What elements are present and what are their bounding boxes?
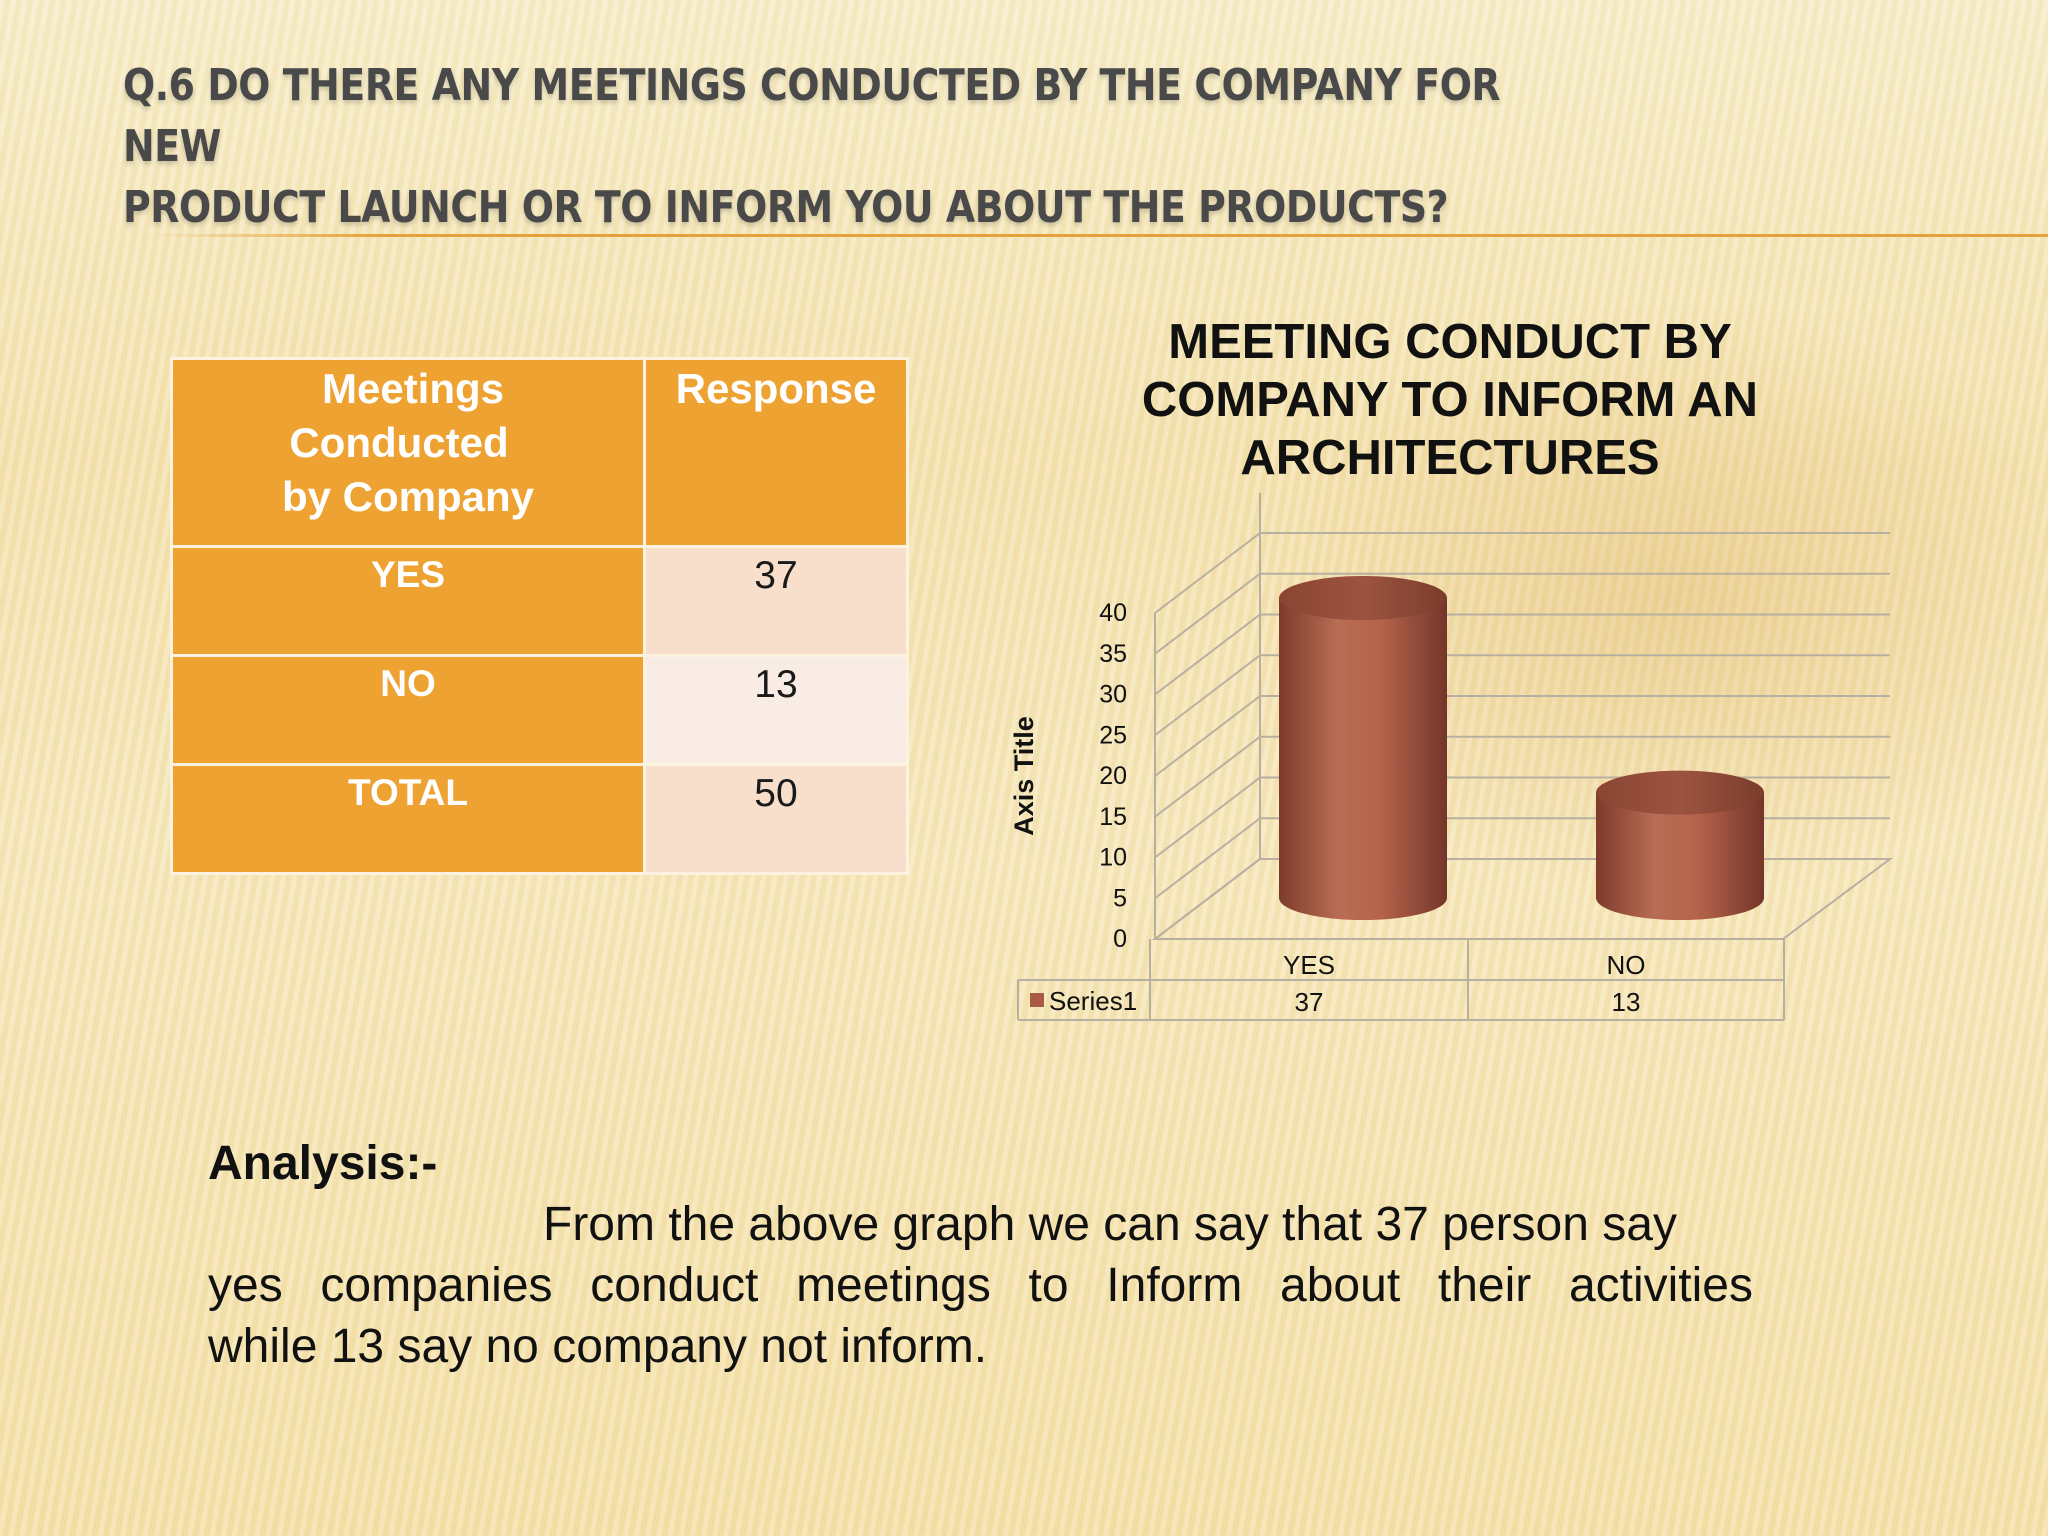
bar-cylinder — [1596, 770, 1764, 920]
header-line: Meetings — [321, 365, 505, 412]
analysis-line: yes companies conduct meetings to Inform… — [208, 1259, 1753, 1312]
analysis-heading: Analysis:- — [208, 1137, 438, 1190]
table-row: NO 13 — [170, 654, 909, 766]
y-axis-title: Axis Title — [1009, 716, 1039, 836]
y-tick-label: 15 — [1099, 803, 1127, 831]
bar-top — [1279, 576, 1447, 620]
analysis-line: From the above graph we can say that 37 … — [543, 1198, 1677, 1251]
header-line: by Company — [281, 473, 535, 520]
title-divider — [150, 234, 2048, 237]
gridline-side — [1154, 776, 1261, 859]
row-label: NO — [170, 654, 646, 766]
row-value: 13 — [643, 654, 909, 766]
y-tick-label: 35 — [1099, 640, 1127, 668]
bar-cylinder — [1279, 576, 1447, 920]
slide-title: Q.6 Do there any meetings conducted by t… — [123, 55, 1585, 238]
header-response-label: Response — [675, 365, 877, 412]
response-table: Meetings Conducted by Company Response Y… — [170, 357, 909, 875]
y-tick-label: 0 — [1113, 925, 1127, 953]
legend-series-label: Series1 — [1049, 986, 1137, 1016]
data-table-value: 37 — [1295, 987, 1324, 1017]
y-tick-label: 5 — [1113, 884, 1127, 912]
y-tick-label: 20 — [1099, 762, 1127, 790]
header-response-cell: Response — [643, 357, 909, 548]
analysis-text: From the above graph we can say that 37 … — [208, 1194, 1753, 1377]
table-row: TOTAL 50 — [170, 763, 909, 875]
header-meetings-cell: Meetings Conducted by Company — [170, 357, 646, 548]
bar-top — [1596, 770, 1764, 815]
chart-title-line: COMPANY TO INFORM AN — [1141, 373, 1759, 427]
y-tick-label: 10 — [1099, 844, 1127, 872]
y-tick-label: 40 — [1099, 599, 1127, 627]
gridline-side — [1154, 613, 1261, 696]
row-value: 37 — [643, 545, 909, 657]
slide-title-line1: Q.6 Do there any meetings conducted by t… — [123, 60, 1501, 172]
data-table-value: 13 — [1612, 987, 1641, 1017]
bar-body — [1596, 792, 1764, 920]
row-label: YES — [170, 545, 646, 657]
gridline-side — [1154, 817, 1261, 900]
table-header-row: Meetings Conducted by Company Response — [170, 357, 909, 548]
gridline-side — [1154, 572, 1261, 655]
chart-title-line: MEETING CONDUCT BY — [1168, 315, 1732, 369]
chart-title-line: ARCHITECTURES — [1240, 431, 1660, 485]
chart-title: MEETING CONDUCT BY COMPANY TO INFORM AN … — [1085, 313, 1815, 487]
row-label: TOTAL — [170, 763, 646, 875]
header-line: Conducted — [289, 419, 509, 466]
x-category-label: NO — [1607, 950, 1646, 980]
bar-body — [1279, 598, 1447, 920]
gridline-side — [1154, 654, 1261, 737]
analysis-line: while 13 say no company not inform. — [208, 1320, 988, 1373]
gridline-side — [1154, 695, 1261, 777]
gridline-side — [1154, 532, 1261, 614]
y-tick-label: 30 — [1099, 681, 1127, 709]
slide-title-line2: product launch or to inform you about th… — [123, 182, 1449, 233]
legend-swatch — [1030, 993, 1044, 1007]
chart-floor — [1152, 858, 1894, 940]
gridline-side — [1154, 735, 1261, 818]
table-row: YES 37 — [170, 545, 909, 657]
y-tick-label: 25 — [1099, 721, 1127, 749]
row-value: 50 — [643, 763, 909, 875]
analysis-section: Analysis:- From the above graph we can s… — [208, 1133, 1753, 1377]
x-category-label: YES — [1283, 950, 1335, 980]
